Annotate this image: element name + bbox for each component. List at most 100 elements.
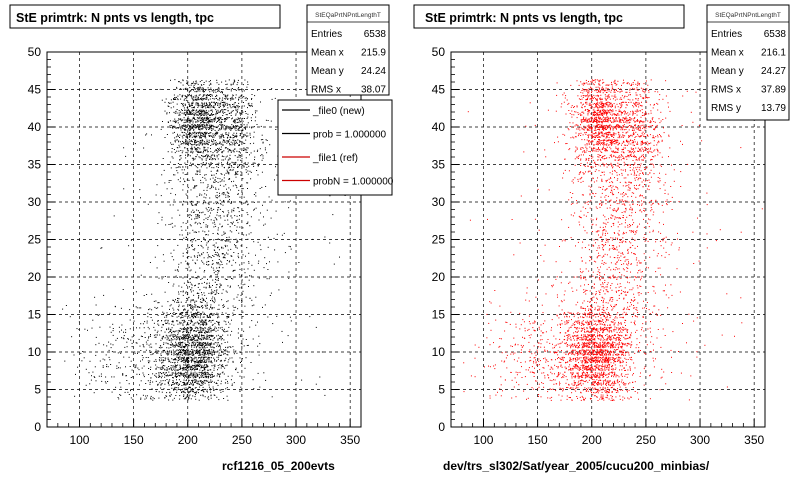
left-scatter-point: [214, 326, 216, 328]
left-scatter-point: [80, 352, 82, 354]
left-scatter-point: [193, 255, 195, 257]
left-scatter-point: [226, 140, 228, 142]
left-scatter-point: [212, 335, 214, 337]
left-scatter-point: [236, 229, 237, 231]
left-scatter-point: [193, 81, 194, 83]
left-scatter-point: [199, 137, 201, 139]
left-scatter-point: [266, 209, 268, 211]
left-scatter-point: [191, 244, 193, 246]
left-scatter-point: [191, 113, 193, 115]
left-scatter-point: [118, 398, 120, 400]
left-scatter-point: [172, 381, 174, 383]
left-scatter-point: [238, 89, 240, 91]
left-scatter-point: [200, 329, 202, 331]
left-scatter-point: [181, 360, 183, 362]
left-scatter-point: [155, 368, 157, 370]
left-scatter-point: [194, 362, 196, 364]
left-scatter-point: [182, 324, 184, 326]
left-scatter-point: [195, 204, 197, 206]
left-scatter-point: [227, 151, 229, 153]
left-scatter-point: [192, 364, 194, 366]
left-scatter-point: [192, 229, 194, 231]
left-scatter-point: [164, 331, 166, 333]
left-scatter-point: [217, 379, 219, 381]
left-scatter-point: [140, 398, 142, 400]
left-scatter-point: [187, 341, 189, 343]
left-scatter-point: [142, 323, 144, 325]
left-scatter-point: [197, 374, 199, 375]
left-scatter-point: [181, 328, 182, 330]
left-scatter-point: [208, 373, 210, 375]
left-scatter-point: [190, 256, 192, 258]
left-scatter-point: [195, 353, 196, 354]
left-scatter-point: [231, 150, 233, 152]
left-scatter-point: [258, 219, 260, 221]
left-scatter-point: [202, 320, 204, 322]
left-scatter-point: [224, 98, 226, 100]
left-scatter-point: [220, 389, 222, 391]
left-scatter-point: [175, 127, 177, 129]
left-scatter-point: [188, 379, 189, 381]
left-scatter-point: [217, 342, 219, 344]
left-scatter-point: [198, 164, 200, 166]
left-scatter-point: [147, 357, 149, 358]
left-scatter-point: [185, 222, 187, 224]
left-scatter-point: [222, 139, 224, 141]
left-scatter-point: [214, 221, 215, 223]
left-scatter-point: [233, 98, 235, 100]
left-scatter-point: [211, 307, 213, 309]
left-scatter-point: [192, 374, 194, 376]
left-scatter-point: [227, 107, 229, 109]
left-scatter-point: [164, 320, 166, 322]
left-scatter-point: [246, 212, 248, 214]
left-scatter-point: [180, 351, 182, 353]
left-scatter-point: [198, 87, 200, 89]
left-scatter-point: [196, 255, 198, 257]
left-scatter-point: [215, 176, 217, 178]
left-scatter-point: [194, 143, 196, 145]
left-scatter-point: [243, 150, 244, 151]
left-scatter-point: [209, 104, 211, 106]
left-scatter-point: [167, 358, 169, 360]
left-scatter-point: [203, 135, 204, 137]
left-scatter-point: [200, 135, 201, 137]
left-scatter-point: [206, 125, 208, 127]
left-scatter-point: [200, 244, 202, 246]
left-scatter-point: [207, 94, 209, 96]
left-scatter-point: [136, 307, 138, 309]
left-scatter-point: [195, 347, 197, 349]
left-scatter-point: [208, 264, 210, 266]
left-scatter-point: [219, 116, 221, 118]
left-scatter-point: [230, 346, 232, 348]
left-scatter-point: [191, 284, 193, 286]
left-scatter-point: [221, 155, 223, 157]
left-scatter-point: [203, 146, 205, 148]
left-scatter-point: [199, 143, 201, 145]
left-scatter-point: [179, 214, 181, 216]
left-scatter-point: [182, 369, 184, 371]
left-scatter-point: [154, 336, 156, 338]
left-scatter-point: [198, 147, 200, 149]
left-scatter-point: [187, 264, 189, 266]
left-scatter-point: [209, 256, 211, 258]
left-scatter-point: [268, 196, 270, 198]
left-scatter-point: [233, 143, 235, 145]
left-scatter-point: [177, 209, 179, 211]
left-scatter-point: [169, 360, 171, 362]
left-scatter-point: [275, 166, 276, 168]
left-scatter-point: [215, 143, 217, 145]
left-scatter-point: [251, 127, 253, 129]
left-scatter-point: [241, 122, 243, 124]
left-scatter-point: [169, 379, 171, 381]
left-scatter-point: [148, 374, 150, 375]
left-scatter-point: [203, 142, 205, 144]
left-scatter-point: [170, 347, 172, 348]
left-scatter-point: [190, 165, 192, 166]
left-scatter-point: [212, 375, 214, 377]
left-scatter-point: [203, 312, 205, 314]
left-scatter-point: [238, 106, 240, 108]
left-scatter-point: [202, 176, 204, 178]
left-scatter-point: [225, 246, 226, 248]
left-scatter-point: [243, 163, 245, 165]
left-scatter-point: [215, 141, 217, 143]
